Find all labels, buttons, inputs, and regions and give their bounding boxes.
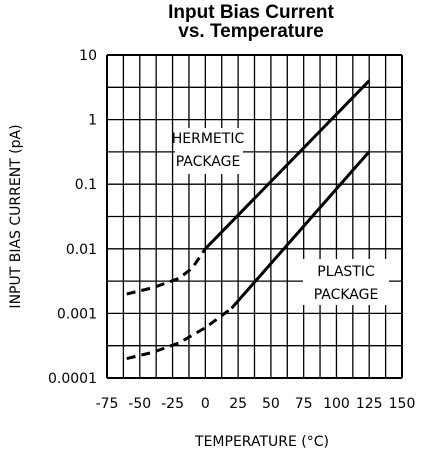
y-axis-label: INPUT BIAS CURRENT (pA) bbox=[8, 124, 24, 308]
x-tick-label: 125 bbox=[356, 396, 383, 412]
series-line-solid bbox=[204, 79, 371, 250]
x-tick-label: -50 bbox=[128, 396, 151, 412]
x-tick-label: 25 bbox=[229, 396, 247, 412]
x-tick-label: 50 bbox=[262, 396, 280, 412]
series-label-background bbox=[175, 128, 243, 174]
y-tick-label: 0.1 bbox=[75, 177, 97, 193]
y-tick-label: 1 bbox=[88, 113, 97, 129]
series-label: PLASTIC bbox=[317, 264, 375, 280]
series-line-dashed bbox=[126, 247, 207, 296]
y-tick-label: 0.01 bbox=[66, 242, 97, 258]
series-label-background bbox=[303, 259, 389, 305]
y-tick-label: 0.0001 bbox=[48, 371, 97, 387]
x-tick-label: -75 bbox=[96, 396, 119, 412]
chart-title-line-2: vs. Temperature bbox=[178, 21, 324, 42]
x-tick-label: 75 bbox=[295, 396, 313, 412]
y-tick-label: 10 bbox=[79, 48, 97, 64]
series-label: PACKAGE bbox=[176, 154, 241, 170]
x-tick-label: 100 bbox=[323, 396, 350, 412]
x-tick-label: 150 bbox=[389, 396, 416, 412]
x-tick-label: -25 bbox=[161, 396, 184, 412]
x-tick-label: 0 bbox=[201, 396, 210, 412]
series-label: PACKAGE bbox=[314, 287, 379, 303]
y-tick-label: 0.001 bbox=[57, 306, 97, 322]
series-label: HERMETIC bbox=[172, 131, 245, 147]
x-axis-label: TEMPERATURE (°C) bbox=[194, 434, 329, 450]
series-line-dashed bbox=[126, 307, 233, 361]
series-line-solid bbox=[230, 150, 371, 310]
chart-title-line-1: Input Bias Current bbox=[168, 2, 334, 23]
